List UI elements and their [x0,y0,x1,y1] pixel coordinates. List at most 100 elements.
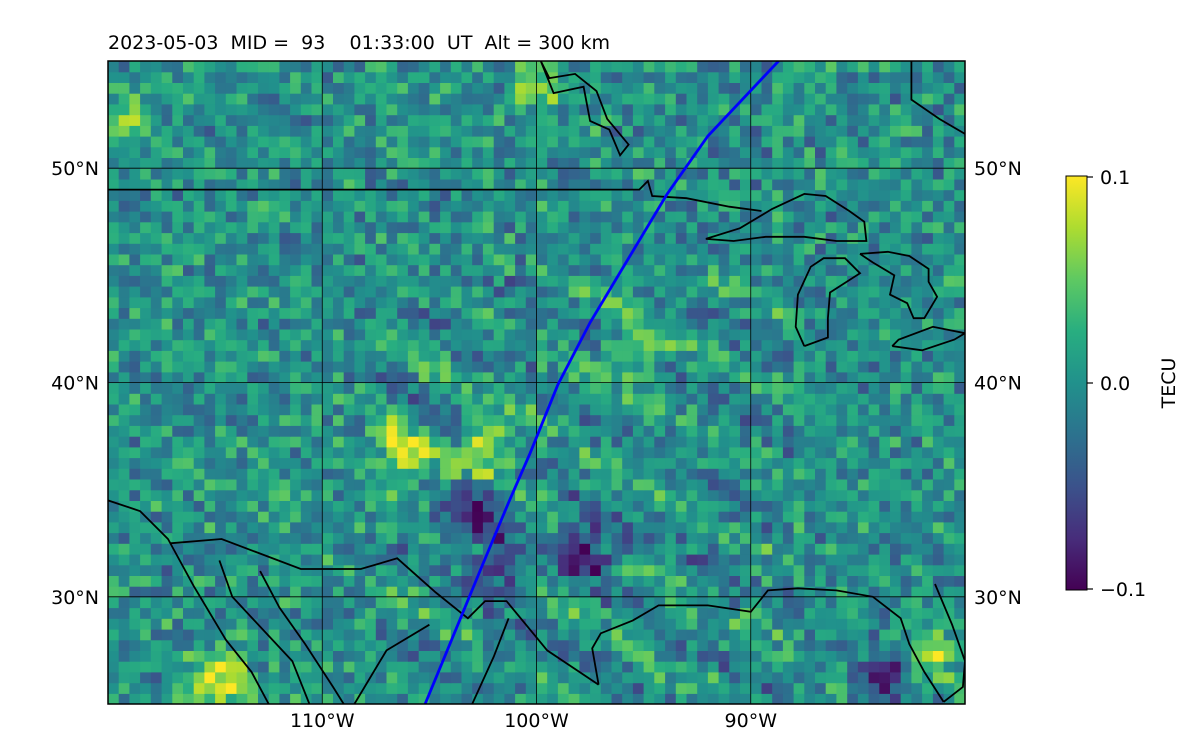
tec-cell [343,639,355,651]
tec-cell [493,586,505,598]
tec-cell [311,221,323,234]
tec-cell [108,650,120,662]
tec-cell [654,650,666,662]
tec-cell [461,371,473,384]
tec-cell [932,532,945,544]
tec-cell [943,178,955,191]
tec-cell [236,243,248,255]
tec-cell [450,596,463,609]
tec-cell [354,318,366,330]
tec-cell [472,178,484,191]
tec-cell [322,629,334,641]
tec-cell [472,564,484,576]
tec-cell [740,639,752,651]
tec-cell [375,521,388,534]
tec-cell [622,650,634,662]
tec-cell [825,221,837,234]
tec-cell [815,629,827,641]
tec-cell [300,596,313,609]
tec-cell [740,629,752,641]
tec-cell [729,253,741,266]
tec-cell [632,596,645,609]
tec-cell [429,403,441,416]
tec-cell [857,296,870,309]
tec-cell [911,586,923,598]
tec-cell [825,575,837,587]
tec-cell [450,661,463,673]
tec-cell [686,521,698,534]
tec-cell [204,586,216,598]
tec-cell [740,61,752,73]
tec-cell [375,629,388,641]
tec-cell [643,511,655,523]
tec-cell [407,350,420,362]
tec-cell [375,532,388,544]
tec-cell [536,511,548,523]
tec-cell [568,446,580,459]
tec-cell [493,350,505,362]
tec-cell [343,61,355,73]
tec-cell [943,243,955,255]
tec-cell [397,629,409,641]
tec-cell [493,693,505,704]
tec-cell [718,436,730,448]
tec-cell [504,489,516,501]
tec-cell [129,489,141,501]
tec-cell [761,82,773,94]
tec-cell [782,382,795,394]
tec-cell [761,457,773,469]
tec-cell [890,596,902,609]
tec-cell [611,521,623,534]
tec-cell [943,350,955,362]
tec-cell [140,596,152,609]
tec-cell [161,157,173,169]
tec-cell [536,157,548,169]
tec-cell [740,532,752,544]
tec-cell [108,221,120,234]
tec-cell [108,189,120,201]
tec-cell [815,511,827,523]
tec-cell [750,71,763,83]
tec-cell [150,682,163,694]
tec-cell [300,350,313,362]
tec-cell [761,61,773,73]
tec-cell [782,532,795,544]
tec-cell [579,639,591,651]
tec-cell [868,564,880,576]
tec-cell [129,136,141,148]
tec-cell [343,543,355,555]
tec-cell [675,671,688,684]
tec-cell [922,607,934,619]
tec-cell [568,253,580,266]
tec-cell [150,457,163,469]
tec-cell [879,307,891,319]
tec-cell [407,650,420,662]
tec-cell [718,446,730,459]
tec-cell [579,618,591,630]
tec-cell [686,393,698,405]
tec-cell [740,136,752,148]
tec-cell [943,661,955,673]
tec-cell [697,425,709,437]
tec-cell [258,489,270,501]
tec-cell [622,82,634,94]
tec-cell [718,564,730,576]
tec-cell [868,639,880,651]
tec-cell [279,296,291,309]
tec-cell [482,136,495,148]
tec-cell [729,629,741,641]
tec-cell [386,596,398,609]
tec-cell [943,361,955,373]
tec-cell [343,671,355,684]
tec-cell [407,586,420,598]
tec-cell [632,403,645,416]
tec-cell [643,693,655,704]
tec-cell [290,639,302,651]
tec-cell [290,554,302,566]
tec-cell [407,71,420,83]
tec-cell [225,532,238,544]
tec-cell [772,500,784,512]
tec-cell [643,403,655,416]
tec-cell [515,511,527,523]
tec-cell [954,275,965,287]
